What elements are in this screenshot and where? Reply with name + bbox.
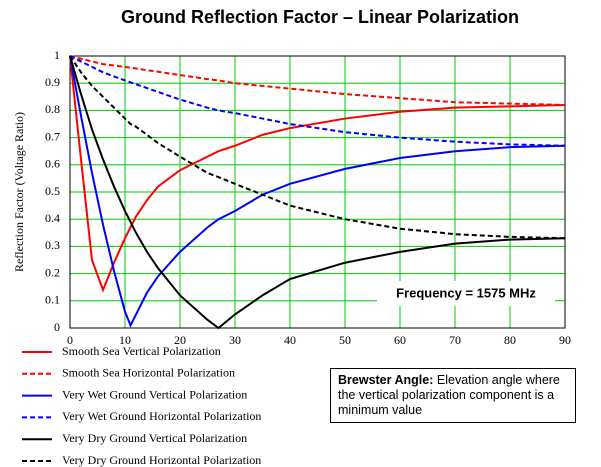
y-tick-label: 0.5 bbox=[45, 184, 60, 198]
y-tick-label: 0.4 bbox=[45, 211, 60, 225]
annotation: Elevation angle where the vertical polar… bbox=[338, 373, 560, 417]
annotation-box: Brewster Angle: Elevation angle where th… bbox=[330, 368, 576, 423]
annotation-label: Brewster Angle: bbox=[338, 373, 434, 387]
x-tick-label: 50 bbox=[339, 333, 351, 347]
series-line bbox=[69, 55, 566, 330]
x-tick-label: 40 bbox=[284, 333, 296, 347]
series-line bbox=[69, 55, 566, 240]
x-tick-label: 60 bbox=[394, 333, 406, 347]
legend-label: Very Wet Ground Horizontal Polarization bbox=[62, 409, 261, 423]
x-tick-label: 80 bbox=[504, 333, 516, 347]
annotation-box bbox=[377, 281, 555, 306]
y-tick-label: 1 bbox=[54, 48, 60, 62]
y-tick-label: 0.1 bbox=[45, 293, 60, 307]
legend-label: Smooth Sea Horizontal Polarization bbox=[62, 366, 235, 380]
chart-title: Ground Reflection Factor – Linear Polari… bbox=[121, 7, 519, 27]
x-tick-label: 70 bbox=[449, 333, 461, 347]
x-tick-label: 0 bbox=[67, 333, 73, 347]
legend-label: Very Wet Ground Vertical Polarization bbox=[62, 387, 247, 401]
series-line bbox=[69, 55, 566, 293]
annotation: Frequency = 1575 MHz bbox=[396, 285, 536, 300]
x-tick-label: 10 bbox=[119, 333, 131, 347]
y-tick-label: 0.7 bbox=[45, 129, 60, 143]
x-tick-label: 30 bbox=[229, 333, 241, 347]
y-axis-label: Reflection Factor (Voltage Ratio) bbox=[12, 112, 26, 272]
legend-label: Very Dry Ground Horizontal Polarization bbox=[62, 453, 261, 467]
series-line bbox=[69, 55, 566, 147]
legend-label: Smooth Sea Vertical Polarization bbox=[62, 344, 221, 358]
series-line bbox=[69, 55, 566, 106]
plot-frame bbox=[69, 55, 566, 329]
y-tick-label: 0.9 bbox=[45, 75, 60, 89]
x-tick-label: 90 bbox=[559, 333, 571, 347]
y-tick-label: 0 bbox=[54, 320, 60, 334]
y-tick-label: 0.8 bbox=[45, 102, 60, 116]
y-tick-label: 0.3 bbox=[45, 238, 60, 252]
y-tick-label: 0.6 bbox=[45, 157, 60, 171]
legend-label: Very Dry Ground Vertical Polarization bbox=[62, 431, 247, 445]
series-line bbox=[69, 55, 566, 328]
x-tick-label: 20 bbox=[174, 333, 186, 347]
y-tick-label: 0.2 bbox=[45, 265, 60, 279]
